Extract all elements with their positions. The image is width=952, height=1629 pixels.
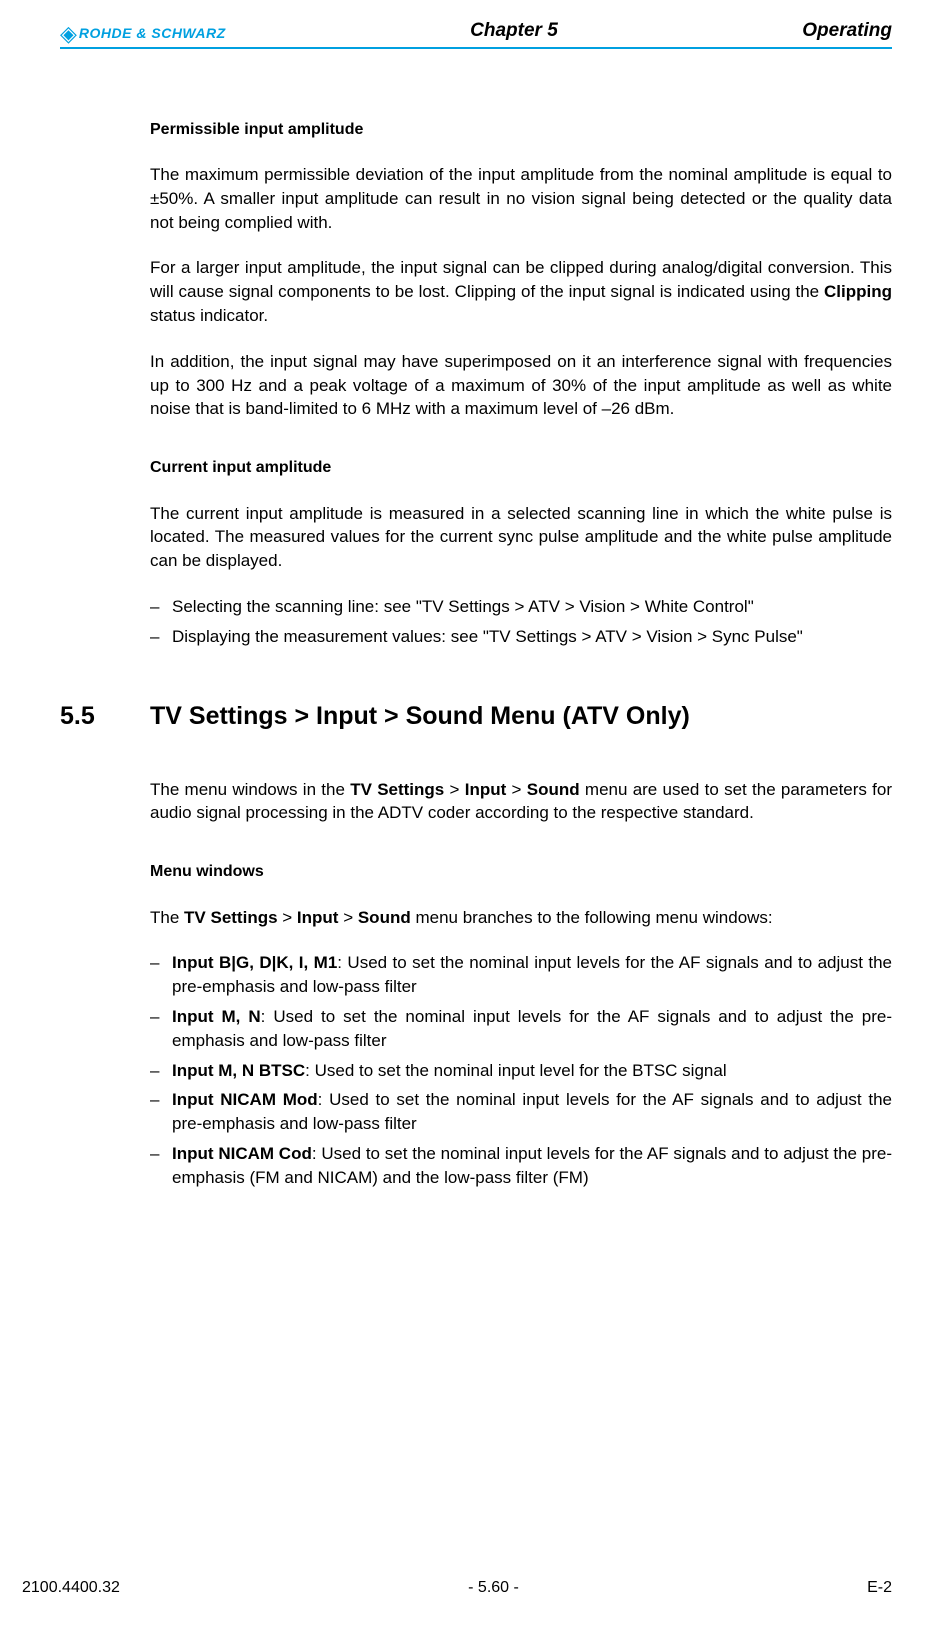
text: menu branches to the following menu wind… <box>411 908 773 927</box>
page-content: Permissible input amplitude The maximum … <box>60 49 892 1190</box>
list-text: Displaying the measurement values: see "… <box>172 625 892 649</box>
paragraph: The menu windows in the TV Settings > In… <box>150 778 892 826</box>
dash-icon: – <box>150 1005 172 1053</box>
page-topic: Operating <box>802 18 892 45</box>
text-bold: Input <box>465 780 507 799</box>
heading-current-input: Current input amplitude <box>150 457 892 479</box>
paragraph: In addition, the input signal may have s… <box>150 350 892 421</box>
page-footer: 2100.4400.32 - 5.60 - E-2 <box>22 1577 892 1599</box>
list-text: Input M, N: Used to set the nominal inpu… <box>172 1005 892 1053</box>
dash-icon: – <box>150 1142 172 1190</box>
text-bold: Input M, N <box>172 1007 261 1026</box>
heading-permissible-input: Permissible input amplitude <box>150 119 892 141</box>
dash-icon: – <box>150 595 172 619</box>
list-text: Input M, N BTSC: Used to set the nominal… <box>172 1059 892 1083</box>
list-item: – Input NICAM Cod: Used to set the nomin… <box>150 1142 892 1190</box>
list-item: – Input B|G, D|K, I, M1: Used to set the… <box>150 951 892 999</box>
list-text: Input NICAM Cod: Used to set the nominal… <box>172 1142 892 1190</box>
text-bold: Input B|G, D|K, I, M1 <box>172 953 337 972</box>
paragraph: The maximum permissible deviation of the… <box>150 163 892 234</box>
text-bold: Sound <box>358 908 411 927</box>
section-number: 5.5 <box>60 699 150 734</box>
footer-revision: E-2 <box>867 1577 892 1599</box>
paragraph: For a larger input amplitude, the input … <box>150 256 892 327</box>
text: > <box>278 908 297 927</box>
list-text: Input NICAM Mod: Used to set the nominal… <box>172 1088 892 1136</box>
text-bold: Sound <box>527 780 580 799</box>
footer-doc-id: 2100.4400.32 <box>22 1577 120 1599</box>
list-item: – Selecting the scanning line: see "TV S… <box>150 595 892 619</box>
text: : Used to set the nominal input level fo… <box>305 1061 726 1080</box>
heading-menu-windows: Menu windows <box>150 861 892 883</box>
text-bold: Input NICAM Mod <box>172 1090 318 1109</box>
list-item: – Displaying the measurement values: see… <box>150 625 892 649</box>
bullet-list: – Selecting the scanning line: see "TV S… <box>150 595 892 649</box>
paragraph: The TV Settings > Input > Sound menu bra… <box>150 906 892 930</box>
text-bold: Input M, N BTSC <box>172 1061 305 1080</box>
logo-icon: ◈ <box>60 23 77 45</box>
text: status indicator. <box>150 306 268 325</box>
page-header: ◈ ROHDE & SCHWARZ Chapter 5 Operating <box>60 18 892 49</box>
text: > <box>506 780 526 799</box>
bullet-list: – Input B|G, D|K, I, M1: Used to set the… <box>150 951 892 1189</box>
text: The menu windows in the <box>150 780 350 799</box>
text-bold: Input <box>297 908 339 927</box>
list-text: Input B|G, D|K, I, M1: Used to set the n… <box>172 951 892 999</box>
text: > <box>444 780 464 799</box>
dash-icon: – <box>150 1088 172 1136</box>
text-bold: TV Settings <box>184 908 278 927</box>
dash-icon: – <box>150 1059 172 1083</box>
brand-name: ROHDE & SCHWARZ <box>79 24 226 44</box>
text: > <box>338 908 357 927</box>
footer-page-number: - 5.60 - <box>468 1577 519 1599</box>
section-title: TV Settings > Input > Sound Menu (ATV On… <box>150 699 690 734</box>
text: The <box>150 908 184 927</box>
paragraph: The current input amplitude is measured … <box>150 502 892 573</box>
section-heading: 5.5 TV Settings > Input > Sound Menu (AT… <box>60 699 892 734</box>
list-item: – Input NICAM Mod: Used to set the nomin… <box>150 1088 892 1136</box>
list-item: – Input M, N BTSC: Used to set the nomin… <box>150 1059 892 1083</box>
dash-icon: – <box>150 951 172 999</box>
list-item: – Input M, N: Used to set the nominal in… <box>150 1005 892 1053</box>
text-bold: TV Settings <box>350 780 444 799</box>
dash-icon: – <box>150 625 172 649</box>
brand-logo: ◈ ROHDE & SCHWARZ <box>60 23 226 45</box>
text-bold: Clipping <box>824 282 892 301</box>
list-text: Selecting the scanning line: see "TV Set… <box>172 595 892 619</box>
text: For a larger input amplitude, the input … <box>150 258 892 301</box>
chapter-label: Chapter 5 <box>226 18 803 45</box>
text-bold: Input NICAM Cod <box>172 1144 312 1163</box>
text: : Used to set the nominal input levels f… <box>172 1007 892 1050</box>
